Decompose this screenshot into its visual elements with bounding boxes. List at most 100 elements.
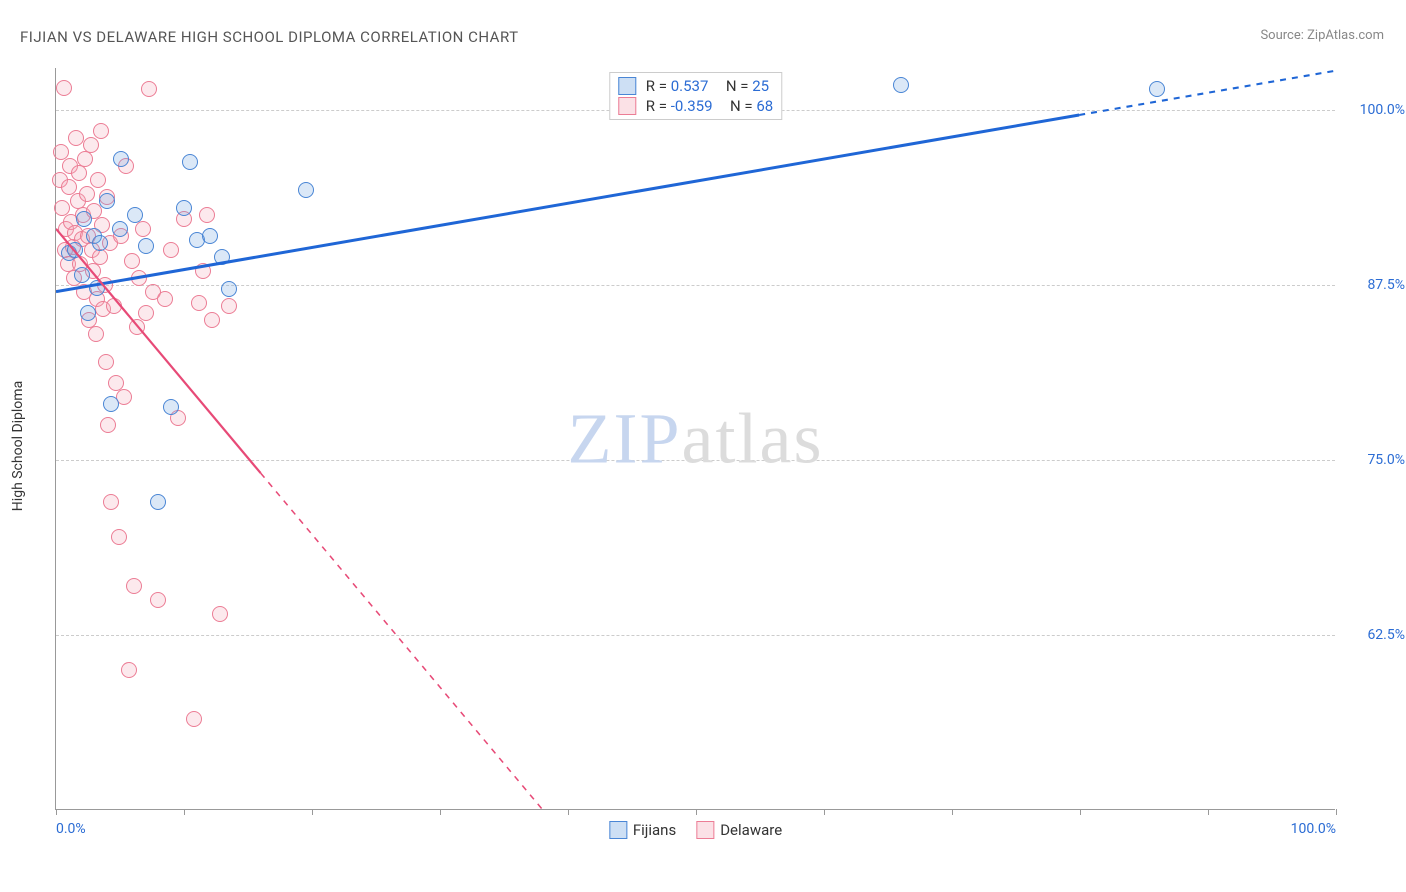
data-point [92, 235, 108, 251]
x-tick [56, 809, 57, 815]
legend-item: Fijians [609, 821, 676, 839]
x-tick [312, 809, 313, 815]
data-point [98, 354, 114, 370]
gridline [56, 285, 1335, 286]
data-point [135, 221, 151, 237]
data-point [79, 186, 95, 202]
plot-area: ZIPatlas R = 0.537 N = 25R = -0.359 N = … [55, 68, 1335, 810]
data-point [124, 253, 140, 269]
source-label: Source: [1260, 28, 1303, 43]
data-point [111, 529, 127, 545]
source-link[interactable]: ZipAtlas.com [1307, 28, 1384, 43]
data-point [131, 270, 147, 286]
data-point [176, 200, 192, 216]
data-point [893, 77, 909, 93]
x-tick [952, 809, 953, 815]
trendline-dashed [1079, 71, 1335, 115]
y-tick-label: 75.0% [1345, 452, 1405, 468]
legend-stat-row: R = 0.537 N = 25 [618, 76, 773, 96]
y-tick-label: 87.5% [1345, 277, 1405, 293]
data-point [71, 165, 87, 181]
data-point [212, 606, 228, 622]
data-point [141, 81, 157, 97]
legend-swatch [618, 97, 636, 115]
x-tick [184, 809, 185, 815]
r-stat: R = 0.537 [646, 77, 709, 95]
data-point [214, 249, 230, 265]
x-tick [440, 809, 441, 815]
correlation-stats-legend: R = 0.537 N = 25R = -0.359 N = 68 [609, 72, 782, 120]
legend-label: Fijians [633, 821, 676, 839]
data-point [127, 207, 143, 223]
gridline [56, 635, 1335, 636]
data-point [163, 399, 179, 415]
n-stat: N = 25 [718, 77, 769, 95]
data-point [92, 249, 108, 265]
watermark: ZIPatlas [568, 397, 824, 480]
data-point [186, 711, 202, 727]
data-point [56, 80, 72, 96]
legend-swatch [696, 821, 714, 839]
y-tick-label: 62.5% [1345, 627, 1405, 643]
data-point [67, 242, 83, 258]
series-legend: Fijians Delaware [609, 821, 782, 839]
data-point [83, 137, 99, 153]
legend-label: Delaware [720, 821, 782, 839]
chart-title: FIJIAN VS DELAWARE HIGH SCHOOL DIPLOMA C… [20, 28, 519, 46]
data-point [221, 298, 237, 314]
data-point [113, 151, 129, 167]
data-point [138, 238, 154, 254]
data-point [202, 228, 218, 244]
watermark-light: atlas [682, 398, 824, 478]
data-point [89, 280, 105, 296]
data-point [74, 267, 90, 283]
data-point [100, 417, 116, 433]
data-point [99, 193, 115, 209]
data-point [90, 172, 106, 188]
x-tick [568, 809, 569, 815]
data-point [138, 305, 154, 321]
x-tick [1208, 809, 1209, 815]
data-point [76, 211, 92, 227]
data-point [191, 295, 207, 311]
data-point [103, 494, 119, 510]
data-point [129, 319, 145, 335]
legend-swatch [609, 821, 627, 839]
x-tick [824, 809, 825, 815]
r-stat: R = -0.359 [646, 97, 713, 115]
watermark-bold: ZIP [568, 398, 682, 478]
x-tick-label: 100.0% [1291, 821, 1336, 837]
data-point [77, 151, 93, 167]
n-stat: N = 68 [723, 97, 774, 115]
source-credit: Source: ZipAtlas.com [1260, 28, 1384, 43]
data-point [204, 312, 220, 328]
chart-container: FIJIAN VS DELAWARE HIGH SCHOOL DIPLOMA C… [0, 0, 1406, 892]
data-point [221, 281, 237, 297]
legend-item: Delaware [696, 821, 782, 839]
trendlines-layer [56, 68, 1335, 809]
data-point [88, 326, 104, 342]
x-tick [696, 809, 697, 815]
data-point [199, 207, 215, 223]
data-point [163, 242, 179, 258]
x-tick [1080, 809, 1081, 815]
y-axis-label: High School Diploma [10, 381, 26, 511]
data-point [106, 298, 122, 314]
data-point [298, 182, 314, 198]
data-point [150, 494, 166, 510]
data-point [80, 305, 96, 321]
legend-swatch [618, 77, 636, 95]
data-point [93, 123, 109, 139]
x-tick-label: 0.0% [56, 821, 86, 837]
data-point [150, 592, 166, 608]
data-point [182, 154, 198, 170]
legend-stat-row: R = -0.359 N = 68 [618, 96, 773, 116]
gridline [56, 460, 1335, 461]
y-tick-label: 100.0% [1345, 102, 1405, 118]
x-tick [1336, 809, 1337, 815]
trendline-dashed [261, 473, 542, 809]
data-point [112, 221, 128, 237]
data-point [103, 396, 119, 412]
data-point [126, 578, 142, 594]
data-point [121, 662, 137, 678]
